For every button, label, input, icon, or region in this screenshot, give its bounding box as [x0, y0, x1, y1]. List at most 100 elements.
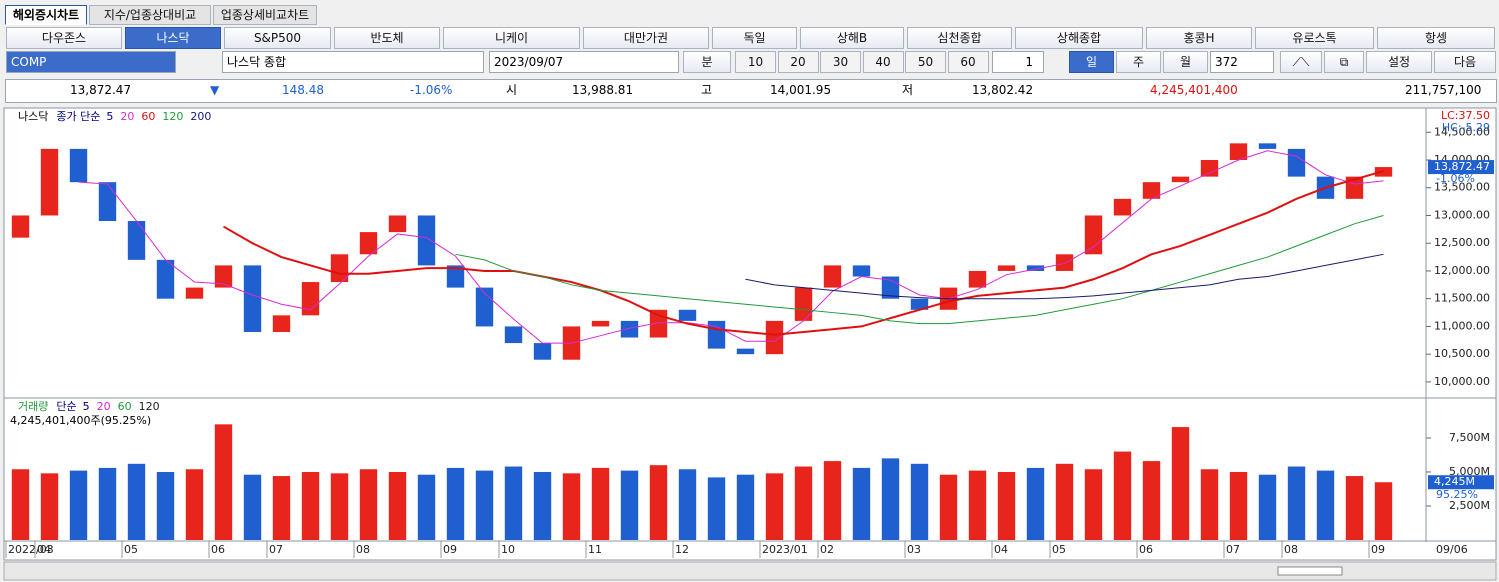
volume-bar [997, 471, 1016, 540]
market-button[interactable]: 심천종합 [907, 27, 1012, 49]
period-button[interactable]: 주 [1116, 51, 1161, 73]
market-button[interactable]: 상해B [800, 27, 904, 49]
volume-bar [591, 467, 610, 540]
legend-entry: 60 [141, 110, 155, 123]
scroll-thumb[interactable] [1277, 566, 1343, 576]
candle [98, 182, 117, 222]
interval-button[interactable]: 60 [947, 51, 989, 73]
quote-amount: 211,757,100 [1405, 83, 1482, 97]
volume-bar [1316, 470, 1335, 540]
interval-button[interactable]: 10 [735, 51, 776, 73]
next-button[interactable]: 다음 [1434, 51, 1496, 73]
candle [910, 298, 929, 310]
candle [591, 320, 610, 327]
x-tick-label: 10 [501, 543, 515, 556]
bar-count[interactable]: 372 [1210, 51, 1274, 73]
legend-entry: 60 [118, 400, 132, 413]
market-button[interactable]: 항셍 [1377, 27, 1495, 49]
scrollbar[interactable] [3, 561, 1497, 581]
volume-bar [852, 467, 871, 540]
candle [1113, 198, 1132, 216]
volume-bar [678, 469, 697, 540]
quote-pct: -1.06% [410, 83, 453, 97]
volume-bar [98, 467, 117, 540]
volume-bar [910, 463, 929, 540]
date-input[interactable]: 2023/09/07 [489, 51, 679, 73]
chart: 10,000.00 10,500.00 11,000.00 11,500.00 12,0… [3, 107, 1497, 581]
market-button[interactable]: 나스닥 [125, 27, 221, 49]
candle [1084, 215, 1103, 255]
period-button[interactable]: 일 [1069, 51, 1114, 73]
tab[interactable]: 해외증시차트 [5, 5, 87, 25]
volume-bar [794, 466, 813, 540]
quote-last: 13,872.47 [70, 83, 132, 97]
x-tick-label: 04 [37, 543, 51, 556]
volume-bar [1113, 451, 1132, 540]
candle [272, 315, 291, 332]
settings-button[interactable]: 설정 [1366, 51, 1432, 73]
candle [388, 215, 407, 233]
volume-bar [533, 471, 552, 540]
symbol-input[interactable]: COMP [6, 51, 176, 73]
x-tick-label: 07 [269, 543, 283, 556]
candle [1287, 148, 1306, 177]
interval-button[interactable]: 20 [777, 51, 819, 73]
last-change: -1.06% [1436, 172, 1475, 185]
x-tick-label: 11 [588, 543, 602, 556]
market-button[interactable]: 반도체 [334, 27, 440, 49]
legend-ma-label: 단순 [56, 400, 76, 413]
y-tick-label: 13,000.00 [1434, 208, 1490, 221]
y-tick-label: 12,500.00 [1434, 236, 1490, 249]
market-button[interactable]: 니케이 [443, 27, 580, 49]
tab[interactable]: 지수/업종상대비교 [89, 5, 211, 25]
legend-entry: 120 [162, 110, 183, 123]
candle [417, 215, 436, 266]
ma-line [223, 170, 1384, 336]
interval-button[interactable]: 50 [905, 51, 946, 73]
market-button[interactable]: 유로스톡 [1255, 27, 1374, 49]
interval-button[interactable]: 30 [820, 51, 861, 73]
market-button[interactable]: 다우존스 [6, 27, 122, 49]
market-button[interactable]: 상해종합 [1015, 27, 1143, 49]
volume-bar [765, 473, 784, 540]
x-tick-label: 02 [820, 543, 834, 556]
last-date: 09/06 [1436, 543, 1468, 556]
candle [852, 265, 871, 277]
interval-button[interactable]: 40 [862, 51, 904, 73]
period-button[interactable]: 월 [1163, 51, 1208, 73]
quote-arrow: ▼ [210, 83, 220, 97]
volume-bar [330, 473, 349, 540]
market-button[interactable]: 홍콩H [1146, 27, 1252, 49]
tool-button[interactable]: ⟋⟍ [1280, 51, 1322, 73]
volume-bar [156, 471, 175, 540]
volume-info: 4,245,401,400주(95.25%) [10, 414, 151, 427]
tool-button[interactable]: ⧉ [1324, 51, 1364, 73]
candle [185, 287, 204, 299]
minute-button[interactable]: 분 [683, 51, 731, 73]
market-button[interactable]: S&P500 [224, 27, 331, 49]
candle [1055, 254, 1074, 271]
market-button[interactable]: 독일 [712, 27, 797, 49]
last-volume: 4,245M [1434, 475, 1475, 488]
volume-bar [620, 470, 639, 540]
volume-bar [1287, 466, 1306, 540]
quote-volume: 4,245,401,400 [1150, 83, 1238, 97]
volume-bar [1026, 467, 1045, 540]
volume-bar [1229, 471, 1248, 540]
last-price-box [1428, 160, 1494, 175]
volume-bar [881, 458, 900, 540]
candle [446, 265, 465, 288]
legend-ma-label: 종가 단순 [56, 110, 100, 123]
legend-entry: 5 [83, 400, 90, 413]
volume-pct: 95.25% [1436, 488, 1478, 501]
volume-bar [388, 471, 407, 540]
count-select[interactable]: 1 [992, 51, 1044, 73]
market-button[interactable]: 대만가권 [583, 27, 709, 49]
y-tick-label: 2,500M [1449, 499, 1490, 512]
tab[interactable]: 업종상세비교차트 [213, 5, 317, 25]
last-volume-box [1428, 475, 1494, 490]
hc-label: HC:-5.29 [1442, 121, 1490, 134]
volume-bar [707, 477, 726, 540]
legend-title: 나스닥 [18, 110, 48, 123]
